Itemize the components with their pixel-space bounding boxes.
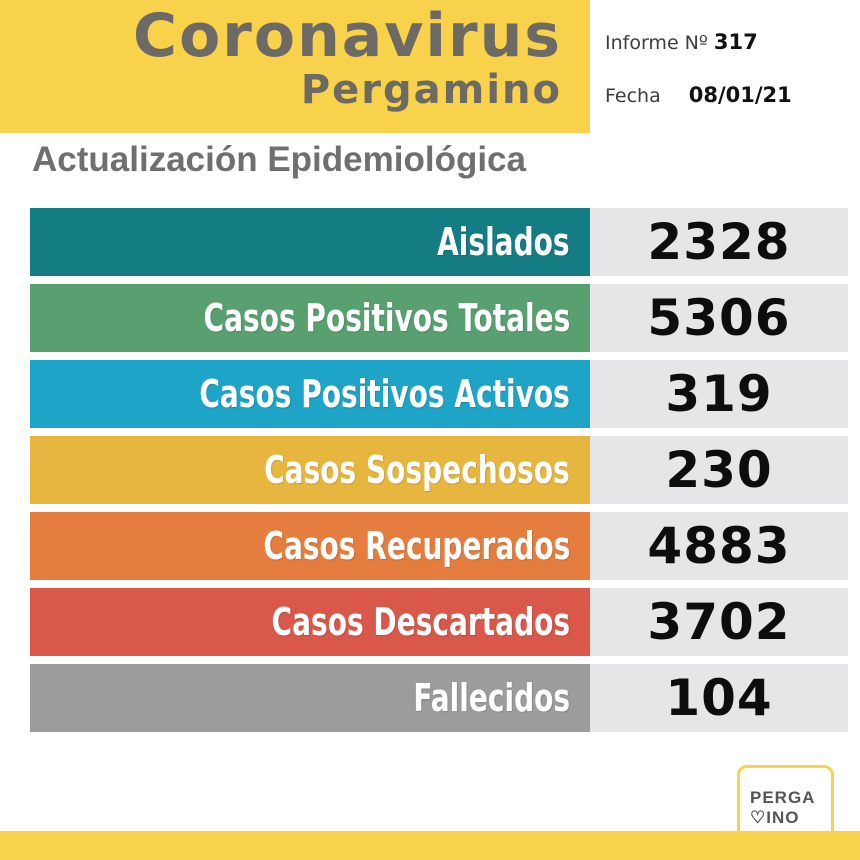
fecha-label: Fecha — [605, 85, 661, 107]
stat-value: 2328 — [647, 213, 791, 271]
fecha-value: 08/01/21 — [688, 83, 792, 107]
stat-label: Fallecidos — [413, 676, 570, 720]
informe-number: 317 — [713, 30, 758, 54]
informe-info: Informe Nº 317 — [605, 30, 758, 54]
stat-value: 104 — [665, 669, 773, 727]
stat-value: 230 — [665, 441, 773, 499]
informe-label: Informe Nº — [605, 32, 708, 54]
stat-label: Casos Positivos Activos — [199, 372, 570, 416]
logo-text-line2: ♡INO — [750, 808, 800, 827]
stat-label-cell: Casos Recuperados — [30, 512, 590, 580]
page-subtitle: Pergamino — [300, 67, 562, 113]
stat-label: Casos Positivos Totales — [203, 296, 570, 340]
stat-label-cell: Aislados — [30, 208, 590, 276]
stat-value-cell: 3702 — [590, 588, 848, 656]
stat-row-recuperados: Casos Recuperados 4883 — [30, 512, 848, 580]
fecha-info: Fecha 08/01/21 — [605, 83, 792, 107]
stat-label: Casos Sospechosos — [264, 448, 570, 492]
stat-label: Casos Descartados — [271, 600, 570, 644]
stat-value: 3702 — [647, 593, 791, 651]
stat-row-aislados: Aislados 2328 — [30, 208, 848, 276]
stat-value-cell: 2328 — [590, 208, 848, 276]
logo-text-line1: PERGA — [750, 788, 816, 807]
stat-value-cell: 230 — [590, 436, 848, 504]
stat-row-sospechosos: Casos Sospechosos 230 — [30, 436, 848, 504]
stat-label-cell: Casos Descartados — [30, 588, 590, 656]
section-title: Actualización Epidemiológica — [32, 140, 526, 179]
stat-value-cell: 4883 — [590, 512, 848, 580]
stat-value: 4883 — [647, 517, 791, 575]
page-title: Coronavirus — [133, 1, 562, 71]
stat-label-cell: Casos Positivos Totales — [30, 284, 590, 352]
stat-value: 5306 — [647, 289, 791, 347]
stat-value: 319 — [665, 365, 773, 423]
stat-row-positivos-totales: Casos Positivos Totales 5306 — [30, 284, 848, 352]
stat-row-descartados: Casos Descartados 3702 — [30, 588, 848, 656]
footer-band — [0, 831, 860, 860]
stat-label: Aislados — [437, 220, 570, 264]
stat-row-positivos-activos: Casos Positivos Activos 319 — [30, 360, 848, 428]
stat-label-cell: Casos Positivos Activos — [30, 360, 590, 428]
stat-row-fallecidos: Fallecidos 104 — [30, 664, 848, 732]
stat-label-cell: Fallecidos — [30, 664, 590, 732]
stat-value-cell: 104 — [590, 664, 848, 732]
header-band: Coronavirus Pergamino — [0, 0, 590, 133]
stats-table: Aislados 2328 Casos Positivos Totales 53… — [30, 208, 848, 740]
stat-label: Casos Recuperados — [263, 524, 570, 568]
stat-value-cell: 5306 — [590, 284, 848, 352]
stat-value-cell: 319 — [590, 360, 848, 428]
stat-label-cell: Casos Sospechosos — [30, 436, 590, 504]
